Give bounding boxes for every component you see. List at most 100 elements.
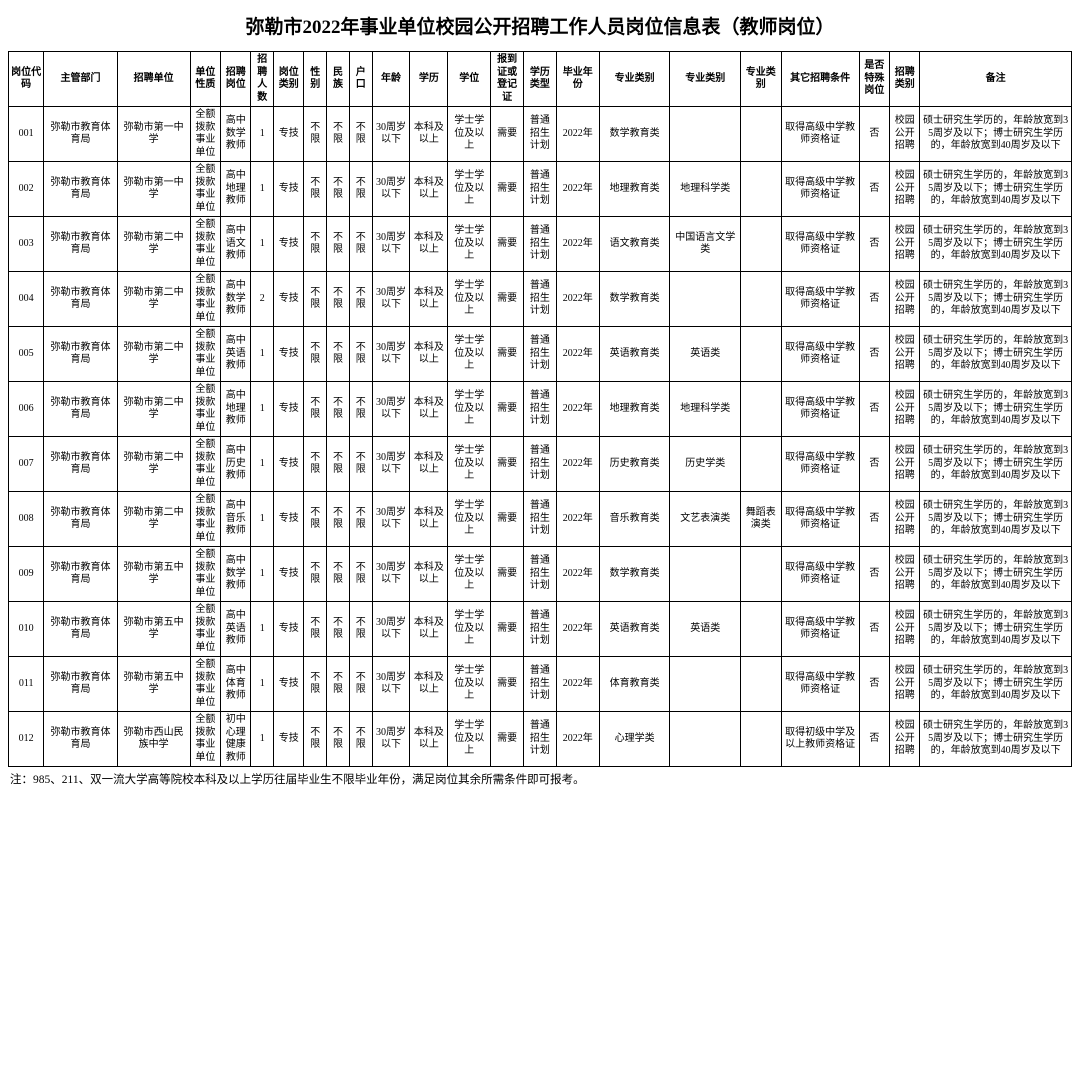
table-cell: 不限 [327, 602, 350, 657]
table-cell: 高中语文教师 [221, 217, 251, 272]
table-cell: 30周岁以下 [372, 547, 410, 602]
table-cell: 012 [9, 712, 44, 767]
table-cell: 专技 [274, 657, 304, 712]
table-cell: 30周岁以下 [372, 107, 410, 162]
table-row: 012弥勒市教育体育局弥勒市西山民族中学全额拨款事业单位初中心理健康教师1专技不… [9, 712, 1072, 767]
table-cell: 008 [9, 492, 44, 547]
table-cell: 本科及以上 [410, 327, 448, 382]
table-row: 009弥勒市教育体育局弥勒市第五中学全额拨款事业单位高中数学教师1专技不限不限不… [9, 547, 1072, 602]
table-cell [741, 712, 781, 767]
footnote: 注：985、211、双一流大学高等院校本科及以上学历往届毕业生不限毕业年份，满足… [8, 771, 1072, 787]
table-cell: 本科及以上 [410, 657, 448, 712]
table-cell [670, 272, 741, 327]
table-cell: 不限 [304, 382, 327, 437]
table-row: 010弥勒市教育体育局弥勒市第五中学全额拨款事业单位高中英语教师1专技不限不限不… [9, 602, 1072, 657]
table-cell [670, 547, 741, 602]
table-cell: 不限 [304, 437, 327, 492]
table-cell: 本科及以上 [410, 602, 448, 657]
table-cell: 1 [251, 437, 274, 492]
col-header: 单位性质 [190, 52, 220, 107]
table-cell: 硕士研究生学历的，年龄放宽到35周岁及以下；博士研究生学历的，年龄放宽到40周岁… [920, 382, 1072, 437]
col-header: 专业类别 [599, 52, 670, 107]
table-cell: 弥勒市第五中学 [117, 547, 190, 602]
table-cell: 全额拨款事业单位 [190, 437, 220, 492]
table-cell [741, 217, 781, 272]
table-cell: 003 [9, 217, 44, 272]
table-cell: 2022年 [556, 602, 599, 657]
table-cell: 需要 [491, 712, 524, 767]
table-cell: 不限 [327, 437, 350, 492]
table-row: 002弥勒市教育体育局弥勒市第一中学全额拨款事业单位高中地理教师1专技不限不限不… [9, 162, 1072, 217]
table-cell: 硕士研究生学历的，年龄放宽到35周岁及以下；博士研究生学历的，年龄放宽到40周岁… [920, 107, 1072, 162]
table-cell: 1 [251, 382, 274, 437]
table-cell: 弥勒市第五中学 [117, 602, 190, 657]
table-row: 003弥勒市教育体育局弥勒市第二中学全额拨款事业单位高中语文教师1专技不限不限不… [9, 217, 1072, 272]
table-cell: 2022年 [556, 547, 599, 602]
table-cell: 2022年 [556, 437, 599, 492]
table-cell: 不限 [349, 327, 372, 382]
table-cell: 1 [251, 217, 274, 272]
table-cell: 高中历史教师 [221, 437, 251, 492]
table-cell: 不限 [304, 492, 327, 547]
table-cell: 取得高级中学教师资格证 [781, 437, 859, 492]
table-row: 006弥勒市教育体育局弥勒市第二中学全额拨款事业单位高中地理教师1专技不限不限不… [9, 382, 1072, 437]
table-cell: 专技 [274, 327, 304, 382]
table-cell: 2 [251, 272, 274, 327]
table-cell: 30周岁以下 [372, 327, 410, 382]
table-cell: 不限 [349, 437, 372, 492]
table-cell: 高中地理教师 [221, 162, 251, 217]
table-cell: 地理科学类 [670, 382, 741, 437]
table-cell: 否 [859, 602, 889, 657]
table-cell: 高中体育教师 [221, 657, 251, 712]
col-header: 毕业年份 [556, 52, 599, 107]
table-cell: 不限 [349, 107, 372, 162]
table-cell: 2022年 [556, 712, 599, 767]
table-cell: 专技 [274, 107, 304, 162]
col-header: 专业类别 [670, 52, 741, 107]
col-header: 招聘单位 [117, 52, 190, 107]
table-cell: 学士学位及以上 [448, 272, 491, 327]
table-cell: 专技 [274, 492, 304, 547]
table-cell: 不限 [327, 382, 350, 437]
table-header-row: 岗位代码主管部门招聘单位单位性质招聘岗位招聘人数岗位类别性别民族户口年龄学历学位… [9, 52, 1072, 107]
table-cell: 硕士研究生学历的，年龄放宽到35周岁及以下；博士研究生学历的，年龄放宽到40周岁… [920, 217, 1072, 272]
col-header: 年龄 [372, 52, 410, 107]
col-header: 备注 [920, 52, 1072, 107]
table-cell: 文艺表演类 [670, 492, 741, 547]
table-cell: 普通招生计划 [524, 382, 557, 437]
col-header: 学历 [410, 52, 448, 107]
table-cell: 需要 [491, 492, 524, 547]
table-cell: 1 [251, 602, 274, 657]
table-cell: 2022年 [556, 162, 599, 217]
table-cell [741, 162, 781, 217]
table-row: 008弥勒市教育体育局弥勒市第二中学全额拨款事业单位高中音乐教师1专技不限不限不… [9, 492, 1072, 547]
table-cell: 普通招生计划 [524, 107, 557, 162]
table-cell: 不限 [349, 492, 372, 547]
table-cell: 学士学位及以上 [448, 382, 491, 437]
table-cell: 否 [859, 437, 889, 492]
table-cell: 005 [9, 327, 44, 382]
table-cell: 不限 [327, 712, 350, 767]
table-cell: 高中数学教师 [221, 107, 251, 162]
col-header: 岗位代码 [9, 52, 44, 107]
table-cell: 否 [859, 492, 889, 547]
table-cell: 2022年 [556, 327, 599, 382]
table-cell: 初中心理健康教师 [221, 712, 251, 767]
table-cell [741, 272, 781, 327]
table-body: 001弥勒市教育体育局弥勒市第一中学全额拨款事业单位高中数学教师1专技不限不限不… [9, 107, 1072, 767]
table-cell: 2022年 [556, 657, 599, 712]
table-cell: 学士学位及以上 [448, 547, 491, 602]
table-cell: 需要 [491, 547, 524, 602]
table-cell: 不限 [327, 272, 350, 327]
table-cell: 否 [859, 657, 889, 712]
table-cell: 需要 [491, 437, 524, 492]
table-cell [741, 107, 781, 162]
table-cell: 历史学类 [670, 437, 741, 492]
table-cell: 取得初级中学及以上教师资格证 [781, 712, 859, 767]
table-cell: 本科及以上 [410, 217, 448, 272]
table-cell: 硕士研究生学历的，年龄放宽到35周岁及以下；博士研究生学历的，年龄放宽到40周岁… [920, 712, 1072, 767]
col-header: 其它招聘条件 [781, 52, 859, 107]
table-cell: 校园公开招聘 [890, 712, 920, 767]
col-header: 民族 [327, 52, 350, 107]
col-header: 学位 [448, 52, 491, 107]
